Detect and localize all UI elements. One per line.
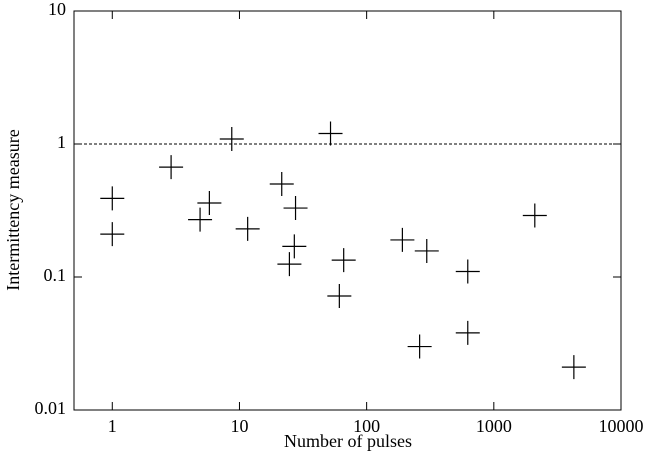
plot-frame <box>73 10 622 411</box>
x-axis-label: Number of pulses <box>284 431 412 451</box>
data-point <box>327 283 352 308</box>
x-tick-label: 10000 <box>599 416 644 436</box>
data-point <box>219 127 244 152</box>
data-point <box>197 191 222 216</box>
data-point <box>282 234 307 259</box>
data-point <box>331 248 356 273</box>
data-point <box>407 334 432 359</box>
data-point <box>522 203 547 228</box>
x-tick-label: 1 <box>108 416 117 436</box>
data-point <box>235 216 260 241</box>
data-point <box>318 121 343 146</box>
data-point <box>100 186 125 211</box>
data-point <box>455 259 480 284</box>
data-point <box>414 238 439 263</box>
data-point <box>277 252 302 277</box>
data-point <box>269 172 294 197</box>
data-point <box>455 320 480 345</box>
y-tick-label: 0.1 <box>44 265 67 285</box>
data-point <box>100 222 125 247</box>
x-tick-label: 10 <box>230 416 248 436</box>
y-axis-label: Intermittency measure <box>3 129 23 290</box>
y-tick-label: 1 <box>57 132 66 152</box>
x-tick-label: 1000 <box>476 416 512 436</box>
y-tick-label: 10 <box>48 0 66 19</box>
y-tick-label: 0.01 <box>35 398 67 418</box>
data-point <box>159 155 184 180</box>
data-point <box>188 207 213 232</box>
data-point <box>390 227 415 252</box>
x-tick-label: 100 <box>353 416 380 436</box>
data-point <box>283 196 308 221</box>
data-point <box>561 355 586 380</box>
